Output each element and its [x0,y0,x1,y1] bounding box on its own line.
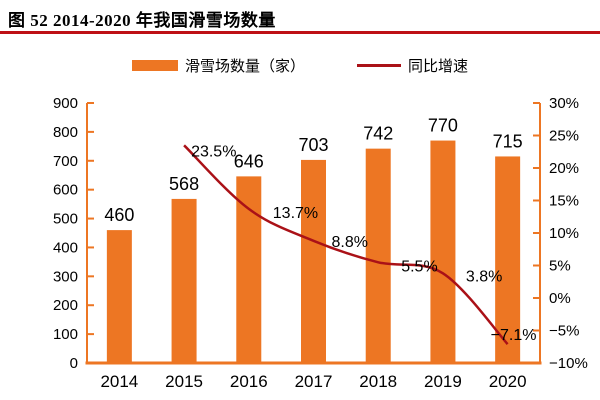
bar-label-2016: 646 [234,151,264,171]
right-axis-tick-label: −10% [549,355,588,372]
bar-label-2017: 703 [298,135,328,155]
title-underline [0,31,600,34]
x-axis-label-2016: 2016 [230,372,268,391]
left-axis-tick-label: 700 [53,153,78,170]
growth-label-2019: 3.8% [466,268,502,285]
left-axis-tick-label: 800 [53,124,78,141]
x-axis-label-2018: 2018 [359,372,397,391]
growth-label-2020: −7.1% [491,327,537,344]
right-axis-tick-label: 10% [549,225,579,242]
right-axis-tick-label: 15% [549,193,579,210]
left-axis-tick-label: 400 [53,239,78,256]
left-axis-tick-label: 200 [53,297,78,314]
right-axis-tick-label: 5% [549,258,571,275]
bar-label-2019: 770 [428,116,458,136]
bar-2015 [171,198,197,363]
left-axis-tick-label: 500 [53,211,78,228]
line-series-label: 同比增速 [408,58,469,75]
line-series-swatch-icon [357,63,401,67]
bar-2019 [430,140,456,363]
right-axis-tick-label: 30% [549,95,579,112]
right-axis-tick-label: 0% [549,290,571,307]
bar-label-2020: 715 [493,131,523,151]
bar-series-label: 滑雪场数量（家） [184,58,305,75]
right-axis-tick-label: 20% [549,160,579,177]
x-axis-label-2020: 2020 [489,372,527,391]
chart-legend: 滑雪场数量（家） 同比增速 [0,55,600,75]
bar-2018 [365,148,391,363]
bar-label-2014: 460 [104,205,134,225]
growth-label-2015: 23.5% [191,143,236,160]
growth-line [183,144,509,345]
growth-label-2016: 13.7% [273,205,318,222]
bar-2014 [106,230,132,363]
left-axis-tick-label: 600 [53,182,78,199]
bar-series-swatch-icon [131,59,178,71]
x-axis-label-2019: 2019 [424,372,462,391]
left-axis-tick-label: 300 [53,268,78,285]
legend-item-bars: 滑雪场数量（家） [131,55,305,76]
bar-2016 [236,176,262,363]
left-axis-tick-label: 100 [53,326,78,343]
x-axis-label-2014: 2014 [100,372,138,391]
bar-2020 [495,156,521,363]
left-axis-tick-label: 900 [53,95,78,112]
right-axis-tick-label: 25% [549,128,579,145]
bar-label-2018: 742 [363,124,393,144]
x-axis-label-2017: 2017 [295,372,333,391]
bar-2017 [301,159,326,363]
legend-item-line: 同比增速 [357,55,468,76]
bar-label-2015: 568 [169,174,199,194]
left-axis-tick-label: 0 [70,355,78,372]
figure-title: 图 52 2014-2020 年我国滑雪场数量 [8,11,276,30]
growth-label-2017: 8.8% [332,234,368,251]
right-axis-tick-label: −5% [549,323,579,340]
growth-label-2018: 5.5% [401,258,437,275]
x-axis-label-2015: 2015 [165,372,203,391]
